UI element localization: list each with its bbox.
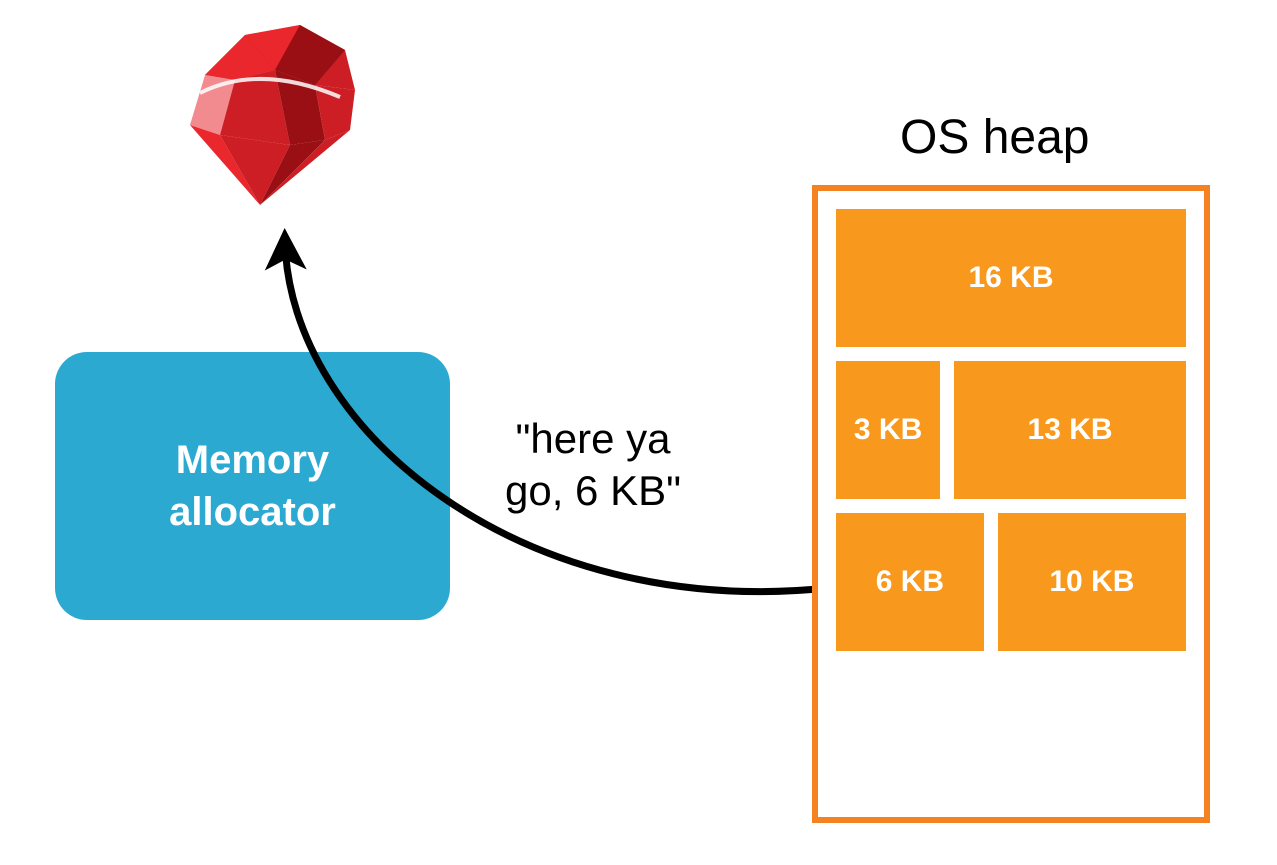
heap-block: 16 KB: [836, 209, 1186, 347]
heap-block-label: 16 KB: [968, 261, 1053, 295]
heap-block-label: 6 KB: [876, 565, 944, 599]
heap-block-label: 3 KB: [854, 413, 922, 447]
heap-block-label: 13 KB: [1028, 413, 1113, 447]
allocation-message: "here ya go, 6 KB": [505, 360, 681, 518]
os-heap-container: 16 KB 3 KB 13 KB 6 KB 10 KB: [812, 185, 1210, 823]
heap-block: 6 KB: [836, 513, 984, 651]
heap-block-label: 10 KB: [1049, 565, 1134, 599]
allocation-message-text: "here ya go, 6 KB": [505, 415, 681, 515]
heap-block: 13 KB: [954, 361, 1186, 499]
heap-block: 10 KB: [998, 513, 1186, 651]
heap-block: 3 KB: [836, 361, 940, 499]
os-heap-title: OS heap: [900, 110, 1089, 165]
